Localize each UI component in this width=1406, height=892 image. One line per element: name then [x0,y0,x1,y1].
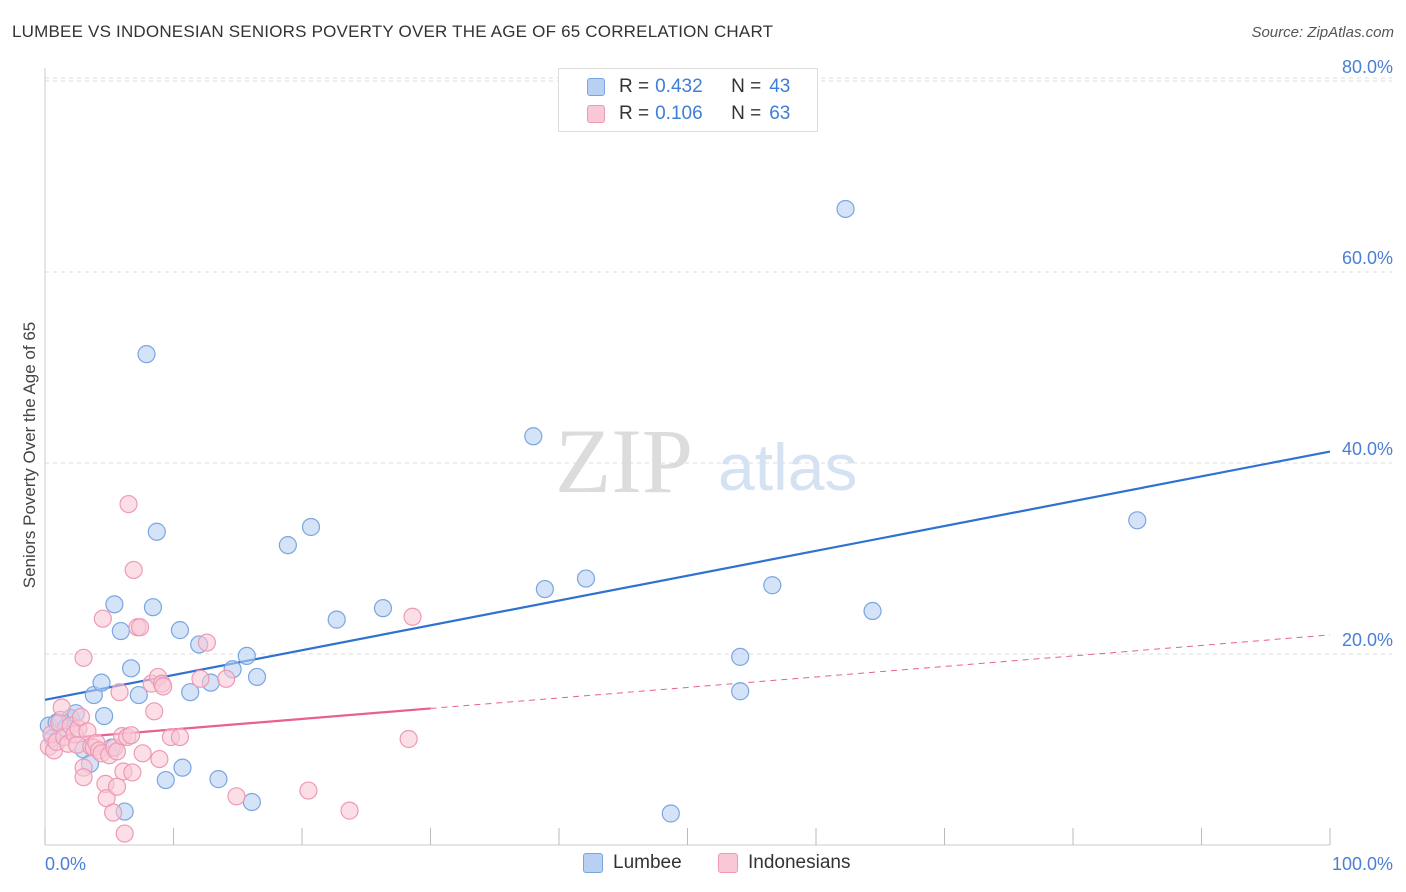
data-point-indonesians [121,726,141,745]
data-point-lumbee [661,804,680,823]
series-legend-lumbee[interactable]: Lumbee [583,852,682,874]
y-tick-label: 40.0% [1342,439,1393,459]
data-point-lumbee [576,569,596,588]
series-label-lumbee: Lumbee [613,852,682,873]
data-point-lumbee [156,770,175,790]
legend-swatch-lumbee [587,78,605,96]
legend-r-value: 0.106 [655,103,703,124]
data-point-indonesians [115,824,134,843]
data-point-lumbee [147,522,166,541]
data-point-lumbee [278,536,297,555]
series-swatch-indonesians [718,853,738,873]
data-point-indonesians [197,633,217,652]
data-point-lumbee [143,598,163,617]
data-point-indonesians [150,749,169,769]
data-point-lumbee [373,599,393,618]
data-point-indonesians [107,777,127,796]
x-tick-label-max: 100.0% [1332,854,1393,874]
legend-r-label: R = [619,103,650,124]
watermark-zip: ZIP [555,410,693,512]
data-point-lumbee [535,579,554,599]
series-legend-indonesians[interactable]: Indonesians [718,852,850,874]
data-point-lumbee [763,576,782,595]
axes [44,68,1331,846]
correlation-legend: R = 0.432 N = 43 R = 0.106 N = 63 [558,68,818,132]
data-point-indonesians [119,494,138,514]
legend-n-value: 43 [769,76,791,97]
data-point-indonesians [130,618,150,637]
data-point-lumbee [836,199,855,219]
legend-r-label: R = [619,76,650,97]
trend-line-extension-indonesians [430,634,1331,709]
y-tick-label: 60.0% [1342,248,1393,268]
data-point-lumbee [105,595,124,614]
gridlines [45,77,1392,655]
legend-row-indonesians: R = 0.106 N = 63 [559,101,790,127]
data-point-indonesians [74,648,93,667]
data-point-indonesians [299,781,318,800]
x-tick-label-min: 0.0% [45,854,86,874]
data-point-lumbee [247,667,267,687]
data-point-lumbee [327,610,346,629]
watermark-atlas: atlas [718,430,857,504]
legend-r-value: 0.432 [655,76,703,97]
data-point-indonesians [110,683,129,702]
data-point-lumbee [121,659,141,678]
legend-n-label: N = [731,76,762,97]
data-point-indonesians [107,742,127,761]
series-label-indonesians: Indonesians [748,852,851,873]
series-swatch-lumbee [583,853,603,873]
data-point-indonesians [145,702,164,721]
data-point-lumbee [524,427,543,446]
data-point-lumbee [170,621,190,640]
data-points [39,199,1147,843]
data-point-indonesians [154,677,173,696]
data-point-lumbee [181,683,200,702]
legend-n-label: N = [731,103,762,124]
chart-title: LUMBEE VS INDONESIAN SENIORS POVERTY OVE… [12,22,774,41]
data-point-lumbee [1128,511,1147,530]
data-point-indonesians [93,609,112,628]
data-point-lumbee [137,345,156,364]
data-point-lumbee [242,792,261,812]
data-point-indonesians [170,727,190,747]
data-point-indonesians [52,698,71,717]
legend-n-value: 63 [769,103,791,124]
legend-row-lumbee: R = 0.432 N = 43 [559,74,790,100]
data-point-lumbee [301,517,321,537]
data-point-lumbee [731,647,750,666]
y-tick-label: 20.0% [1342,630,1393,650]
data-point-indonesians [104,803,123,822]
data-point-lumbee [95,706,114,726]
data-point-indonesians [133,744,152,763]
series-legend: Lumbee Indonesians [0,852,1406,878]
trend-line-indonesians [44,707,431,742]
data-point-lumbee [92,673,111,692]
data-point-lumbee [209,770,228,789]
watermark: ZIP atlas [555,410,857,512]
data-point-lumbee [111,621,130,641]
legend-swatch-indonesians [587,105,605,123]
data-point-indonesians [340,801,359,820]
data-point-indonesians [399,729,418,749]
data-point-lumbee [129,685,148,705]
data-point-lumbee [863,601,882,621]
data-point-indonesians [123,763,142,782]
y-tick-label: 80.0% [1342,57,1393,77]
data-point-lumbee [237,646,256,666]
trend-line-lumbee [44,450,1331,701]
data-point-indonesians [124,560,143,580]
tick-labels: 0.0% 100.0% 20.0% 40.0% 60.0% 80.0% [45,57,1393,874]
trend-lines [44,450,1331,742]
data-point-indonesians [403,607,422,626]
data-point-lumbee [173,758,192,777]
data-point-indonesians [217,669,236,688]
data-point-indonesians [191,669,210,688]
chart-source: Source: ZipAtlas.com [1251,24,1394,41]
data-point-indonesians [227,787,246,806]
data-point-lumbee [731,682,750,701]
data-point-indonesians [74,768,93,787]
